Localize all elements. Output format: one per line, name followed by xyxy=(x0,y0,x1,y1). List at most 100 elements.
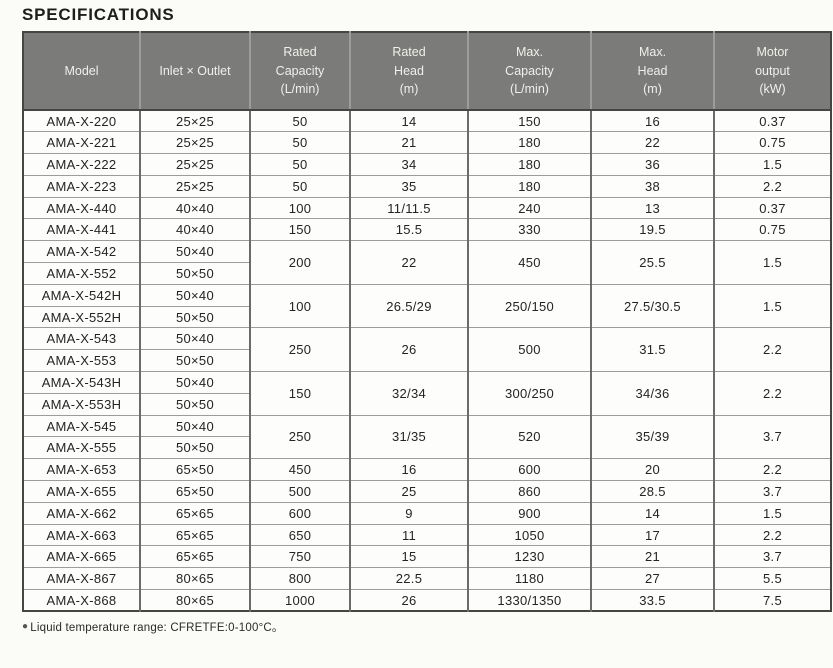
cell-model: AMA-X-552 xyxy=(23,262,140,285)
cell-inlet-outlet: 40×40 xyxy=(139,196,250,220)
cell-model: AMA-X-868 xyxy=(23,589,140,612)
cell-rated-capacity: 250 xyxy=(249,327,350,373)
spec-sheet-page: SPECIFICATIONS Model Inlet × Outlet Rated C… xyxy=(22,5,833,635)
cell-inlet-outlet: 80×65 xyxy=(139,589,250,612)
table-row: AMA-X-222 25×25 50 34 180 36 1.5 xyxy=(23,153,831,176)
cell-rated-capacity: 500 xyxy=(249,480,350,503)
cell-model: AMA-X-543H xyxy=(23,371,140,394)
cell-rated-capacity: 100 xyxy=(249,283,350,329)
cell-inlet-outlet: 50×40 xyxy=(139,371,250,394)
cell-motor-output: 1.5 xyxy=(713,153,831,176)
header-row: Model Inlet × Outlet Rated Capacity (L/min) R… xyxy=(23,32,831,111)
table-row: AMA-X-653 65×50 450 16 600 20 2.2 xyxy=(23,458,831,482)
cell-motor-output: 0.37 xyxy=(713,196,831,220)
cell-rated-head: 32/34 xyxy=(349,371,468,416)
cell-model: AMA-X-555 xyxy=(23,436,140,460)
column-header-motor-output: Motor output (kW) xyxy=(713,32,831,111)
cell-max-capacity: 900 xyxy=(467,501,591,525)
cell-rated-capacity: 50 xyxy=(249,174,350,198)
cell-motor-output: 0.75 xyxy=(713,218,831,242)
cell-model: AMA-X-552H xyxy=(23,305,140,329)
table-row: AMA-X-223 25×25 50 35 180 38 2.2 xyxy=(23,174,831,198)
table-row: AMA-X-553 50×50 xyxy=(23,349,831,373)
cell-inlet-outlet: 65×65 xyxy=(139,545,250,569)
cell-max-capacity: 250/150 xyxy=(467,283,591,329)
cell-model: AMA-X-553 xyxy=(23,349,140,373)
cell-motor-output: 3.7 xyxy=(713,545,831,569)
column-header-model: Model xyxy=(23,32,140,111)
table-row: AMA-X-543H 50×40 150 32/34 300/250 34/36 2.2 xyxy=(23,371,831,416)
cell-inlet-outlet: 25×25 xyxy=(139,109,250,133)
cell-rated-head: 22.5 xyxy=(349,567,468,591)
cell-max-head: 21 xyxy=(590,545,714,569)
footnote: ● Liquid temperature range: CFRETFE:0-10… xyxy=(22,619,833,635)
column-header-max-capacity: Max. Capacity (L/min) xyxy=(467,32,591,111)
column-header-rated-capacity: Rated Capacity (L/min) xyxy=(249,32,350,111)
cell-max-head: 16 xyxy=(590,109,714,133)
cell-rated-capacity: 200 xyxy=(249,240,350,285)
cell-inlet-outlet: 25×25 xyxy=(139,174,250,198)
cell-max-capacity: 180 xyxy=(467,174,591,198)
table-row: AMA-X-542H 50×40 100 26.5/29 250/150 27.5/30.… xyxy=(23,283,831,329)
cell-rated-capacity: 50 xyxy=(249,109,350,133)
cell-inlet-outlet: 50×50 xyxy=(139,392,250,416)
cell-inlet-outlet: 65×50 xyxy=(139,458,250,482)
cell-model: AMA-X-543 xyxy=(23,327,140,351)
cell-model: AMA-X-441 xyxy=(23,218,140,242)
cell-rated-head: 22 xyxy=(349,240,468,285)
table-row: AMA-X-655 65×50 500 25 860 28.5 3.7 xyxy=(23,480,831,503)
cell-rated-capacity: 750 xyxy=(249,545,350,569)
cell-model: AMA-X-653 xyxy=(23,458,140,482)
cell-model: AMA-X-663 xyxy=(23,523,140,547)
table-row: AMA-X-220 25×25 50 14 150 16 0.37 xyxy=(23,109,831,133)
cell-max-capacity: 450 xyxy=(467,240,591,285)
cell-inlet-outlet: 50×40 xyxy=(139,414,250,438)
table-row: AMA-X-542 50×40 200 22 450 25.5 1.5 xyxy=(23,240,831,285)
cell-max-head: 31.5 xyxy=(590,327,714,373)
cell-inlet-outlet: 25×25 xyxy=(139,131,250,155)
cell-model: AMA-X-542H xyxy=(23,283,140,307)
cell-max-head: 13 xyxy=(590,196,714,220)
column-header-rated-head: Rated Head (m) xyxy=(349,32,468,111)
cell-inlet-outlet: 50×50 xyxy=(139,436,250,460)
table-row: AMA-X-665 65×65 750 15 1230 21 3.7 xyxy=(23,545,831,569)
cell-motor-output: 1.5 xyxy=(713,501,831,525)
cell-rated-capacity: 450 xyxy=(249,458,350,482)
cell-rated-capacity: 650 xyxy=(249,523,350,547)
cell-rated-head: 26 xyxy=(349,589,468,612)
cell-inlet-outlet: 40×40 xyxy=(139,218,250,242)
cell-max-head: 17 xyxy=(590,523,714,547)
cell-rated-head: 15.5 xyxy=(349,218,468,242)
column-header-inlet-outlet: Inlet × Outlet xyxy=(139,32,250,111)
cell-rated-head: 14 xyxy=(349,109,468,133)
cell-max-capacity: 600 xyxy=(467,458,591,482)
cell-model: AMA-X-545 xyxy=(23,414,140,438)
table-body: AMA-X-220 25×25 50 14 150 16 0.37 AMA-X-221 25×2… xyxy=(23,109,831,612)
cell-model: AMA-X-440 xyxy=(23,196,140,220)
cell-max-capacity: 1050 xyxy=(467,523,591,547)
cell-motor-output: 3.7 xyxy=(713,480,831,503)
cell-rated-capacity: 50 xyxy=(249,131,350,155)
table-row: AMA-X-867 80×65 800 22.5 1180 27 5.5 xyxy=(23,567,831,591)
cell-rated-head: 15 xyxy=(349,545,468,569)
table-row: AMA-X-543 50×40 250 26 500 31.5 2.2 xyxy=(23,327,831,373)
cell-motor-output: 0.75 xyxy=(713,131,831,155)
column-header-max-head: Max. Head (m) xyxy=(590,32,714,111)
cell-rated-capacity: 600 xyxy=(249,501,350,525)
footnote-text: Liquid temperature range: CFRETFE:0-100°… xyxy=(30,622,284,635)
cell-max-capacity: 180 xyxy=(467,153,591,176)
cell-inlet-outlet: 50×50 xyxy=(139,349,250,373)
cell-rated-head: 31/35 xyxy=(349,414,468,460)
cell-inlet-outlet: 65×65 xyxy=(139,523,250,547)
cell-motor-output: 2.2 xyxy=(713,174,831,198)
cell-motor-output: 0.37 xyxy=(713,109,831,133)
cell-motor-output: 3.7 xyxy=(713,414,831,460)
cell-rated-head: 26.5/29 xyxy=(349,283,468,329)
cell-rated-capacity: 150 xyxy=(249,218,350,242)
cell-rated-head: 25 xyxy=(349,480,468,503)
cell-model: AMA-X-662 xyxy=(23,501,140,525)
cell-model: AMA-X-665 xyxy=(23,545,140,569)
cell-max-capacity: 240 xyxy=(467,196,591,220)
cell-max-head: 36 xyxy=(590,153,714,176)
cell-rated-capacity: 250 xyxy=(249,414,350,460)
